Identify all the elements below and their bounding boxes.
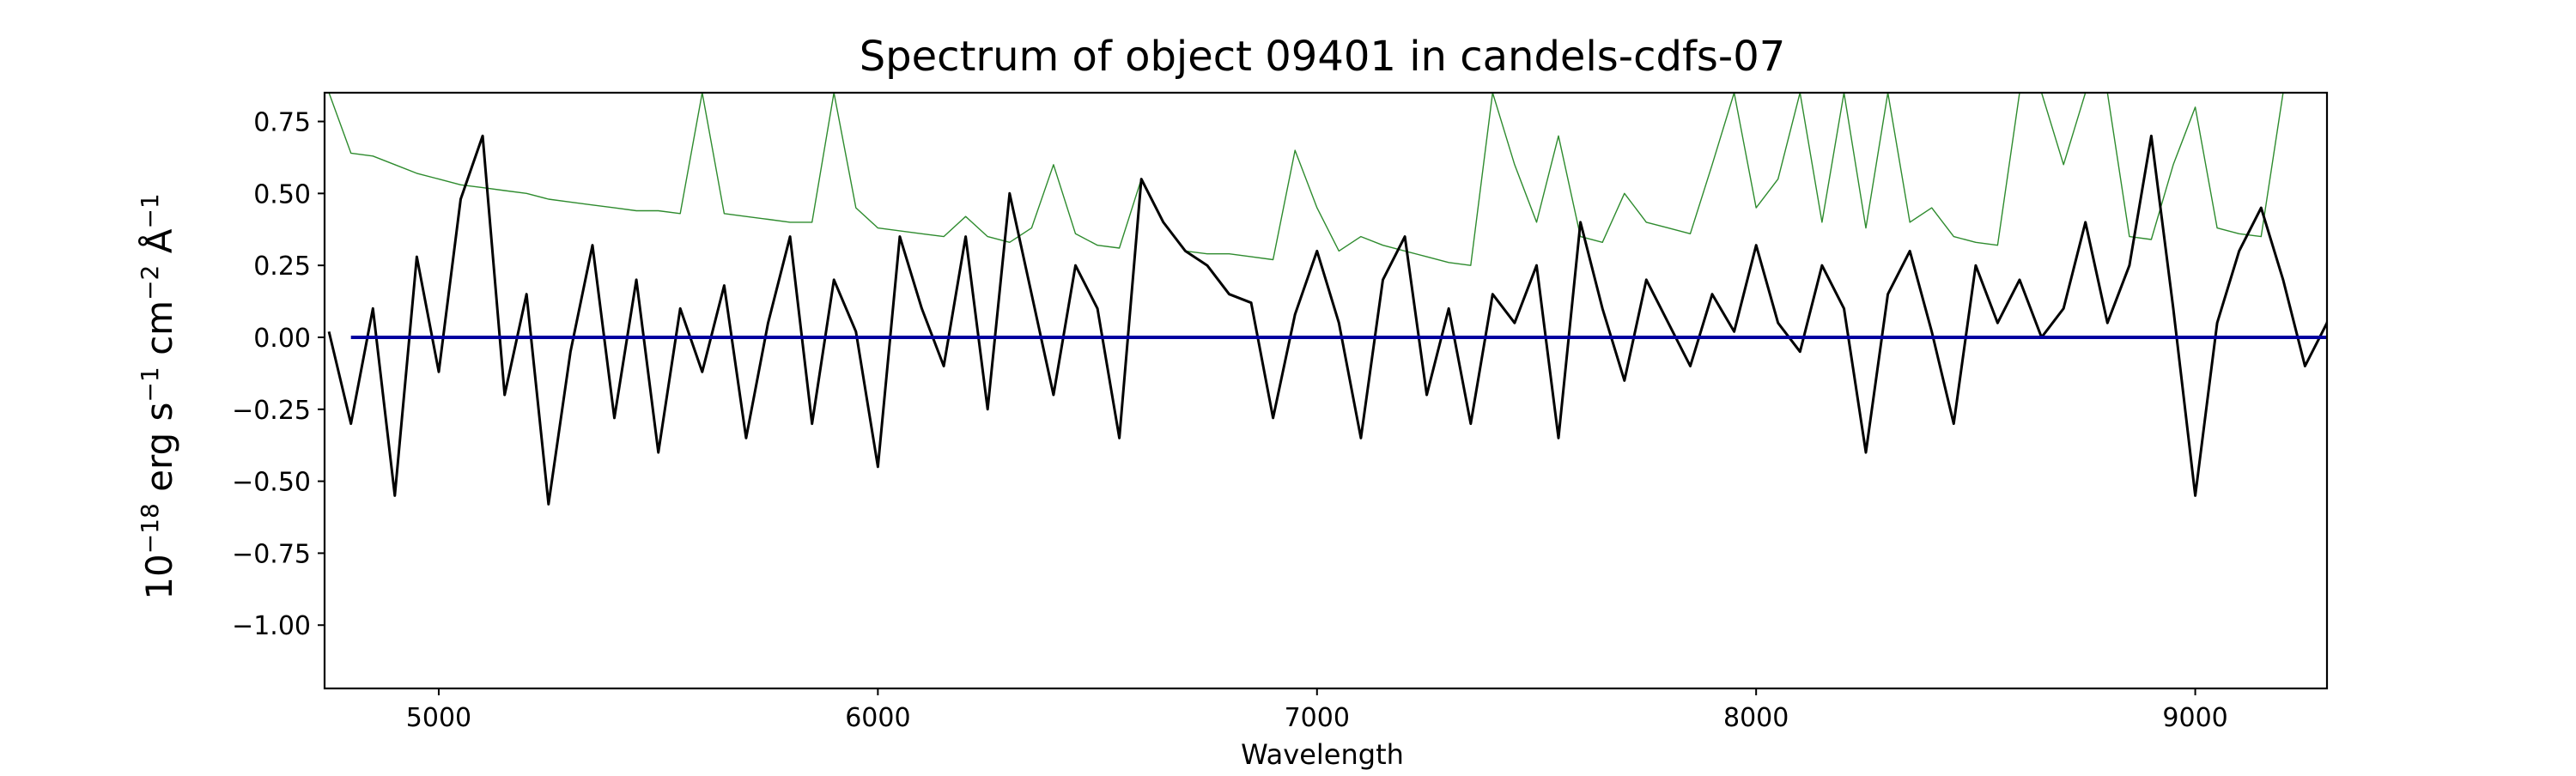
x-tick-label: 8000 bbox=[1723, 703, 1789, 733]
series-group bbox=[327, 93, 2327, 506]
plot-area: 5000 6000 7000 8000 9000 0.75 0.50 0.25 0.00 −0.2… bbox=[232, 91, 2329, 733]
y-tick-label: −0.50 bbox=[232, 468, 311, 498]
x-tick-label: 9000 bbox=[2162, 703, 2227, 733]
flux-series-line bbox=[327, 134, 2327, 506]
x-tick-label: 7000 bbox=[1285, 703, 1350, 733]
y-tick-label: 0.25 bbox=[253, 252, 311, 282]
chart-title: Spectrum of object 09401 in candels-cdfs… bbox=[860, 33, 1786, 81]
y-tick-label: 0.50 bbox=[253, 179, 311, 209]
x-axis-label: Wavelength bbox=[1241, 738, 1404, 771]
y-tick-label: −0.25 bbox=[232, 396, 311, 426]
x-tick-label: 6000 bbox=[845, 703, 910, 733]
y-axis-label: 10−18 erg s−1 cm−2 Å−1 bbox=[136, 193, 180, 599]
error-series-line bbox=[328, 93, 2327, 266]
plot-frame bbox=[323, 91, 2329, 690]
y-tick-label: −1.00 bbox=[232, 611, 311, 641]
y-tick-label: 0.75 bbox=[253, 108, 311, 138]
y-tick-label: 0.00 bbox=[253, 324, 311, 354]
y-tick-label: −0.75 bbox=[232, 539, 311, 569]
x-tick-label: 5000 bbox=[406, 703, 471, 733]
